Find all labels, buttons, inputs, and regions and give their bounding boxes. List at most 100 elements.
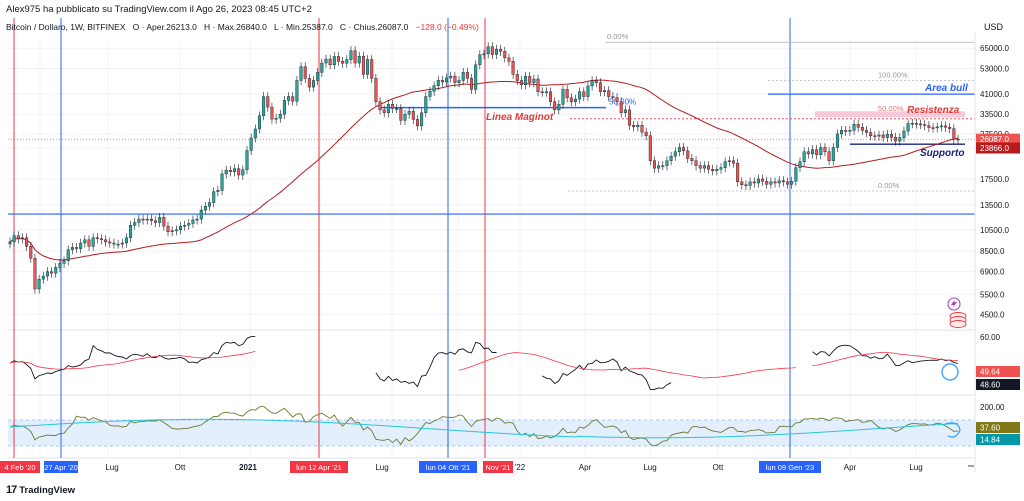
candle-body (25, 237, 29, 247)
candle-body (557, 104, 561, 111)
candle (195, 214, 199, 225)
candle-body (145, 218, 149, 221)
candle-body (894, 137, 898, 142)
rsi-tag (976, 379, 1020, 390)
price-axis[interactable]: 65000.053000.041000.033500.027500.017500… (974, 32, 1020, 472)
candle (802, 147, 806, 167)
price-label: 13500.0 (980, 201, 1009, 210)
candle (682, 143, 686, 156)
candle-body (233, 168, 237, 172)
date-tag-text: lun 09 Gen '23 (766, 463, 815, 472)
candle-body (407, 111, 411, 115)
candle (773, 177, 777, 188)
candles[interactable] (8, 42, 960, 294)
open-value: O · Aper.26213.0 (132, 22, 197, 32)
candle-body (544, 91, 548, 93)
candle-body (474, 64, 478, 90)
time-label: 2021 (239, 463, 257, 472)
candle (823, 143, 827, 157)
candle (557, 99, 561, 115)
candle-body (137, 218, 141, 223)
lower-tag-text: 14.84 (980, 436, 1001, 445)
candle (519, 76, 523, 90)
candle (914, 118, 918, 129)
candle-body (12, 235, 16, 243)
candle (740, 177, 744, 190)
candle (33, 253, 37, 294)
candle-body (910, 123, 914, 125)
candle-body (661, 165, 665, 167)
candle (228, 165, 232, 177)
candle-body (83, 239, 87, 244)
candle (349, 46, 353, 65)
candle-body (257, 115, 261, 130)
candle (415, 115, 419, 131)
candle-body (120, 242, 124, 245)
candle-body (777, 180, 781, 184)
candle-body (449, 75, 453, 79)
candle (37, 274, 41, 294)
candle-body (494, 48, 498, 55)
candle (162, 212, 166, 231)
candle-body (948, 127, 952, 129)
candle-body (561, 89, 565, 105)
candle (353, 46, 357, 68)
candle-body (486, 46, 490, 55)
candle-body (669, 155, 673, 161)
candle-body (245, 150, 249, 170)
candle-body (378, 101, 382, 111)
candle (237, 164, 241, 180)
candle (628, 105, 632, 130)
annotation-resistenza: Resistenza (907, 105, 960, 116)
candle-body (428, 91, 432, 97)
candle (831, 143, 835, 166)
date-tag (759, 461, 821, 473)
candle (104, 235, 108, 247)
candle-body (262, 96, 266, 116)
candle (528, 71, 532, 88)
candle (174, 225, 178, 236)
candle (956, 134, 960, 144)
candle-body (357, 55, 361, 64)
candle-body (8, 241, 12, 245)
candle (357, 51, 361, 68)
candle-body (540, 91, 544, 93)
candle-body (694, 160, 698, 166)
candle-body (856, 124, 860, 128)
candle (108, 237, 112, 248)
close-value: C · Chius.26087.0 (339, 22, 409, 32)
time-label: Apr (844, 463, 857, 472)
candle (869, 128, 873, 141)
candle (320, 58, 324, 77)
candle-body (831, 147, 835, 161)
candle (765, 176, 769, 189)
candle (474, 60, 478, 94)
time-axis[interactable]: Lug Ott 2021 Lug '22 Apr Lug Ott Apr Lug (105, 463, 974, 472)
candle (208, 198, 212, 211)
candle (786, 177, 790, 189)
candle-body (719, 167, 723, 170)
candle (661, 161, 665, 171)
candle (87, 235, 91, 251)
candle-body (594, 80, 598, 83)
candle (440, 75, 444, 87)
candle-body (465, 72, 469, 79)
candle (744, 180, 748, 190)
candle-body (104, 239, 108, 243)
price-label: 4500.0 (980, 310, 1005, 319)
candle-body (711, 168, 715, 171)
candle (848, 125, 852, 136)
price-label: 41000.0 (980, 90, 1009, 99)
symbol-name[interactable]: Bitcoin / Dollaro, 1W, BITFINEX (6, 22, 126, 32)
candle (923, 120, 927, 131)
candle-body (129, 225, 133, 238)
chart-grid (8, 38, 975, 459)
rsi-tag (976, 366, 1020, 377)
candle (282, 95, 286, 119)
candle-body (744, 184, 748, 187)
candle-body (220, 173, 224, 191)
candle (170, 226, 174, 237)
date-tags: 4 Feb '20 27 Apr '20 lun 12 Apr '21 lun 04 … (0, 461, 821, 473)
axis-icons (947, 297, 967, 328)
